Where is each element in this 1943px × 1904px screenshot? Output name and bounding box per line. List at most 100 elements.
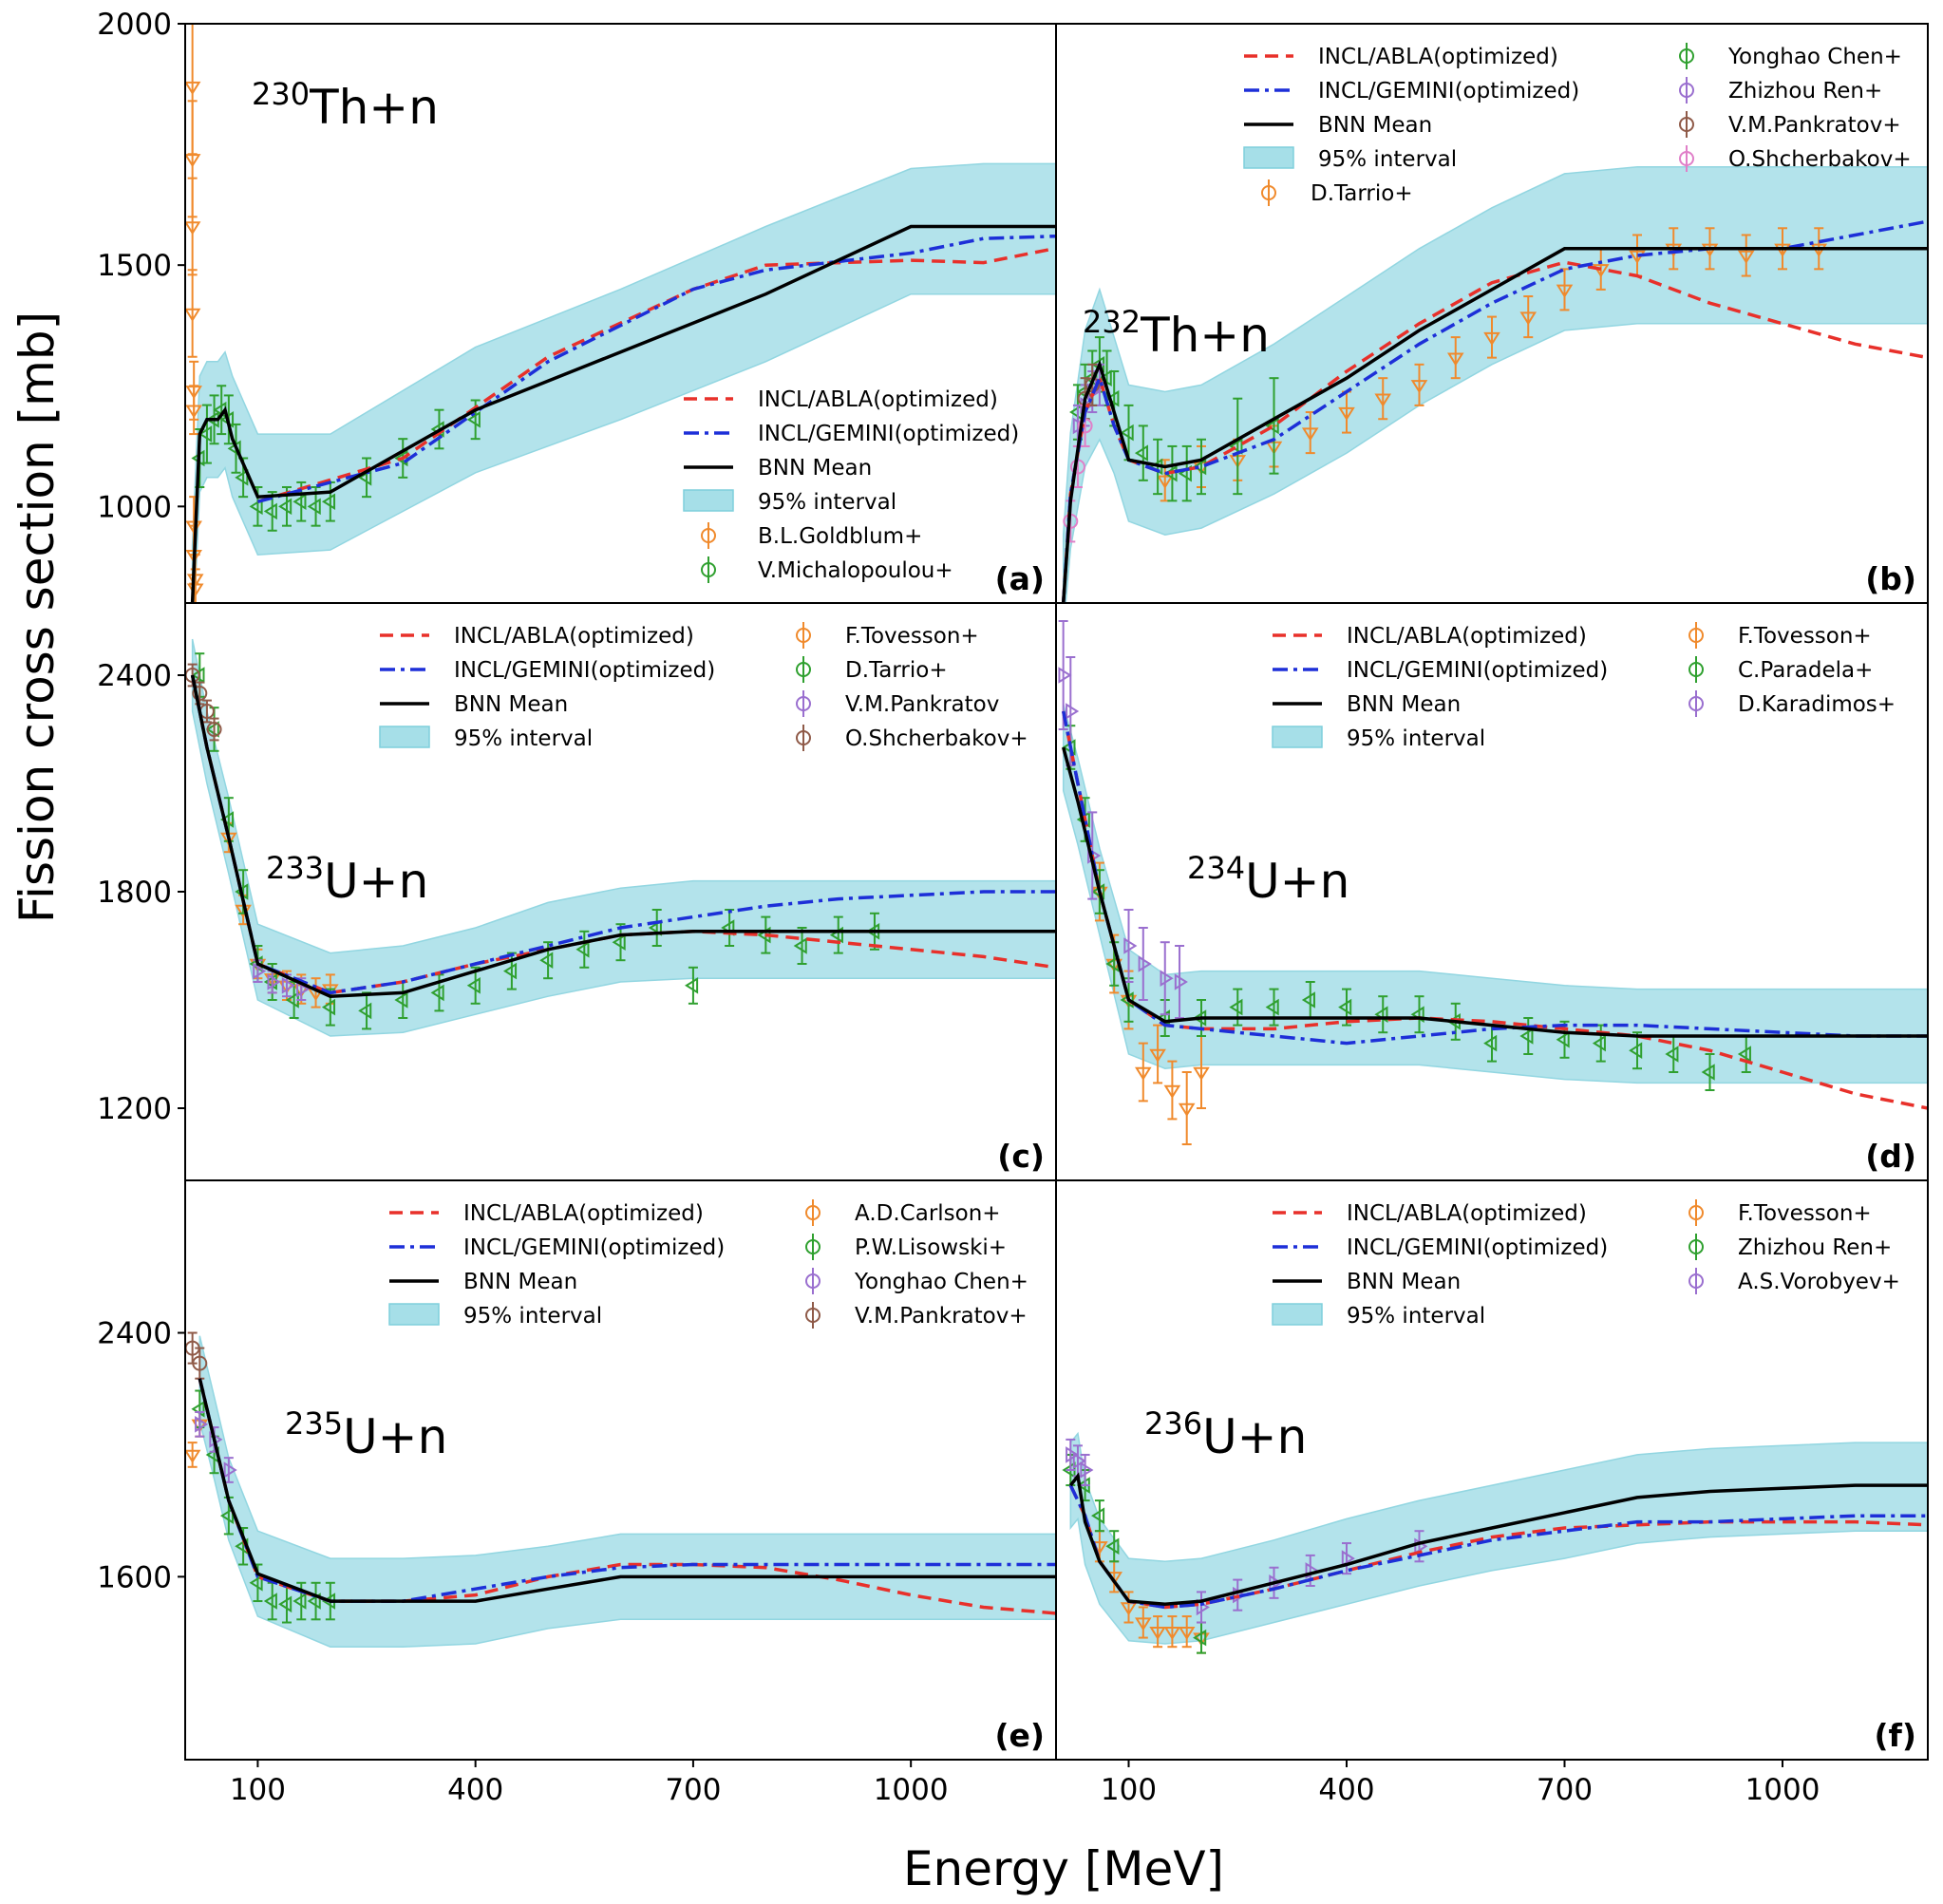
legend: INCL/ABLA(optimized) INCL/GEMINI(optimize…: [388, 1199, 1028, 1329]
plot-area: [1058, 620, 1928, 1145]
legend-entry: O.Shcherbakov+: [1728, 147, 1912, 172]
legend-entry: V.Michalopoulou+: [758, 558, 953, 583]
data-point: [1265, 377, 1279, 475]
x-tick-label: 700: [665, 1773, 721, 1807]
data-point: [1229, 397, 1243, 496]
data-point: [1629, 1031, 1643, 1070]
data-point: [1091, 1499, 1105, 1533]
data-point: [1120, 1591, 1138, 1624]
legend-entry: INCL/ABLA(optimized): [1347, 1201, 1587, 1226]
legend-entry: 95% interval: [463, 1304, 602, 1329]
data-point: [1058, 620, 1072, 730]
points-b-l-goldblum-: [185, 24, 204, 603]
panel-label: (d): [1865, 1138, 1916, 1175]
legend-entry: INCL/GEMINI(optimized): [758, 422, 1019, 446]
legend: INCL/ABLA(optimized) INCL/GEMINI(optimize…: [683, 387, 1019, 583]
legend: INCL/ABLA(optimized) INCL/GEMINI(optimize…: [1243, 43, 1912, 206]
data-point: [648, 909, 662, 947]
data-point: [1483, 315, 1500, 359]
legend-entry: INCL/GEMINI(optimized): [1318, 79, 1579, 104]
x-tick-label: 400: [1318, 1773, 1374, 1807]
y-tick-label: 1600: [97, 1560, 172, 1594]
panel-label: (c): [997, 1138, 1045, 1175]
legend-entry: 95% interval: [454, 726, 593, 751]
data-point: [793, 927, 807, 965]
legend-entry: C.Paradela+: [1738, 658, 1873, 683]
y-tick-label: 2400: [97, 659, 172, 693]
data-point: [1341, 1542, 1355, 1575]
legend-entry: BNN Mean: [454, 692, 568, 717]
legend-entry: F.Tovesson+: [845, 624, 979, 649]
data-point: [1134, 1606, 1152, 1639]
data-point: [1519, 1017, 1534, 1055]
panel-d: (d) 234U+n INCL/ABLA(optimized) INCL/GEMINI…: [1055, 602, 1929, 1181]
data-point: [185, 385, 202, 436]
plot-area: [185, 24, 1056, 603]
y-tick-label: 1500: [97, 249, 172, 283]
panel-frame: [184, 1179, 1057, 1761]
nucleus-label: 230Th+n: [252, 76, 439, 135]
legend-entry: INCL/ABLA(optimized): [1318, 45, 1558, 69]
nucleus-label: 235U+n: [285, 1405, 447, 1464]
legend-entry: P.W.Lisowski+: [855, 1235, 1007, 1260]
legend-entry: D.Tarrio+: [1311, 181, 1413, 206]
data-point: [206, 717, 222, 742]
panel-b: (b) 232Th+n INCL/ABLA(optimized) INCL/GEMIN…: [1055, 23, 1929, 604]
data-point: [685, 966, 699, 1005]
confidence-band: [198, 1335, 1056, 1648]
legend-entry: BNN Mean: [758, 456, 872, 481]
data-point: [1178, 1071, 1196, 1145]
plot-area: [185, 638, 1056, 1037]
data-point: [1160, 941, 1174, 1016]
x-axis-label: Energy [MeV]: [903, 1841, 1224, 1896]
data-point: [307, 1581, 321, 1621]
data-point: [1519, 295, 1537, 339]
legend-entry: INCL/ABLA(optimized): [758, 387, 998, 412]
x-tick-label: 400: [447, 1773, 503, 1807]
legend-entry: INCL/ABLA(optimized): [1347, 624, 1587, 649]
legend-entry: V.M.Pankratov: [845, 692, 999, 717]
data-point: [192, 1347, 208, 1380]
confidence-band: [191, 638, 1056, 1037]
data-point: [185, 177, 201, 276]
data-point: [1149, 1615, 1166, 1649]
series-line-incl-gemini: [1061, 710, 1928, 1046]
data-point: [1080, 1453, 1094, 1487]
data-point: [1301, 411, 1319, 455]
legend-entry: INCL/ABLA(optimized): [454, 624, 694, 649]
legend-entry: V.M.Pankratov+: [855, 1304, 1028, 1329]
points-a-s-vorobyev-: [1066, 1438, 1428, 1624]
nucleus-label: 232Th+n: [1083, 304, 1270, 363]
legend-entry: D.Tarrio+: [845, 658, 948, 683]
x-tick-label: 100: [1101, 1773, 1157, 1807]
panel-a: 1000 1500 2000 (a) 230Th+n INCL/ABLA(optimize…: [97, 8, 1057, 604]
x-tick-label: 1000: [874, 1773, 949, 1807]
legend-entry: F.Tovesson+: [1738, 1201, 1872, 1226]
data-point: [1374, 377, 1392, 421]
x-tick-label: 700: [1537, 1773, 1593, 1807]
legend-entry: Yonghao Chen+: [1727, 45, 1902, 69]
data-point: [223, 1457, 237, 1483]
legend-entry: INCL/GEMINI(optimized): [1347, 658, 1608, 683]
data-point: [1105, 1530, 1120, 1563]
legend-entry: BNN Mean: [1347, 692, 1461, 717]
data-point: [1138, 927, 1152, 1001]
data-point: [185, 1442, 201, 1468]
y-tick-label: 2000: [97, 8, 172, 42]
data-point: [1737, 234, 1755, 277]
panel-label: (e): [994, 1717, 1045, 1754]
plot-area: [1062, 1431, 1928, 1654]
data-point: [466, 966, 481, 1005]
points-d-karadimos-: [1058, 620, 1188, 1019]
legend-entry: BNN Mean: [1318, 113, 1432, 138]
data-point: [185, 269, 201, 358]
y-tick-label: 1200: [97, 1092, 172, 1126]
data-point: [1149, 1024, 1166, 1084]
data-point: [1446, 336, 1464, 380]
y-tick-label: 1000: [97, 490, 172, 524]
legend-entry: 95% interval: [1318, 147, 1457, 172]
plot-area: [185, 1331, 1056, 1648]
series-line-bnn-mean: [190, 224, 1056, 603]
nucleus-label: 234U+n: [1187, 850, 1349, 909]
panel-frame: [1055, 1179, 1929, 1761]
